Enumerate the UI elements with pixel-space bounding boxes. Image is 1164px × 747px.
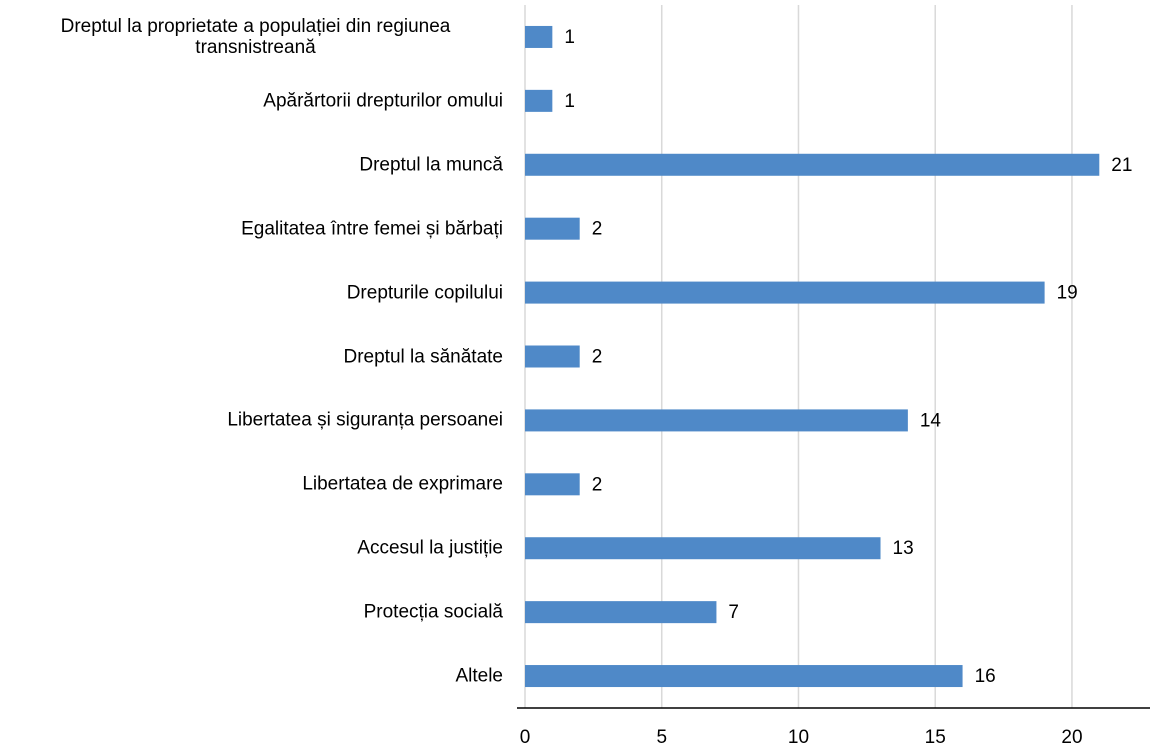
data-label: 19 [1057,283,1078,304]
data-label: 2 [592,347,603,368]
bar [525,217,580,240]
category-label: Altele [455,665,503,687]
bar [525,409,908,432]
data-label: 14 [920,410,942,431]
bar [525,473,580,496]
x-tick-label: 15 [925,727,946,747]
bar [525,153,1100,176]
data-label: 16 [975,666,996,687]
bar [525,89,553,112]
data-label: 2 [592,474,603,495]
bar [525,25,553,48]
category-label: Accesul la justiție [357,537,503,559]
data-label: 2 [592,219,603,240]
category-label: Dreptul la sănătate [343,346,504,367]
category-label: Drepturile copilului [346,282,503,304]
category-label: Dreptul la muncă [359,154,503,176]
bar [525,345,580,368]
category-label: Protecția socială [363,601,503,623]
category-label: Dreptul la proprietate a populației din … [60,15,451,58]
bar [525,665,963,688]
data-label: 1 [564,91,575,112]
x-tick-label: 20 [1061,727,1082,747]
category-label: Egalitatea între femei și bărbați [241,218,503,240]
data-label: 1 [564,27,575,48]
data-label: 21 [1111,155,1132,176]
category-label: Libertatea de exprimare [302,473,503,495]
bar [525,281,1045,304]
data-label: 7 [728,602,739,623]
category-label: Apărărtorii drepturilor omului [263,90,503,112]
x-tick-label: 5 [656,727,667,747]
category-label: Libertatea și siguranța persoanei [227,409,503,431]
data-label: 13 [893,538,914,559]
bar [525,601,717,624]
x-tick-label: 0 [520,727,531,747]
x-tick-label: 10 [788,727,809,747]
bar [525,537,881,560]
